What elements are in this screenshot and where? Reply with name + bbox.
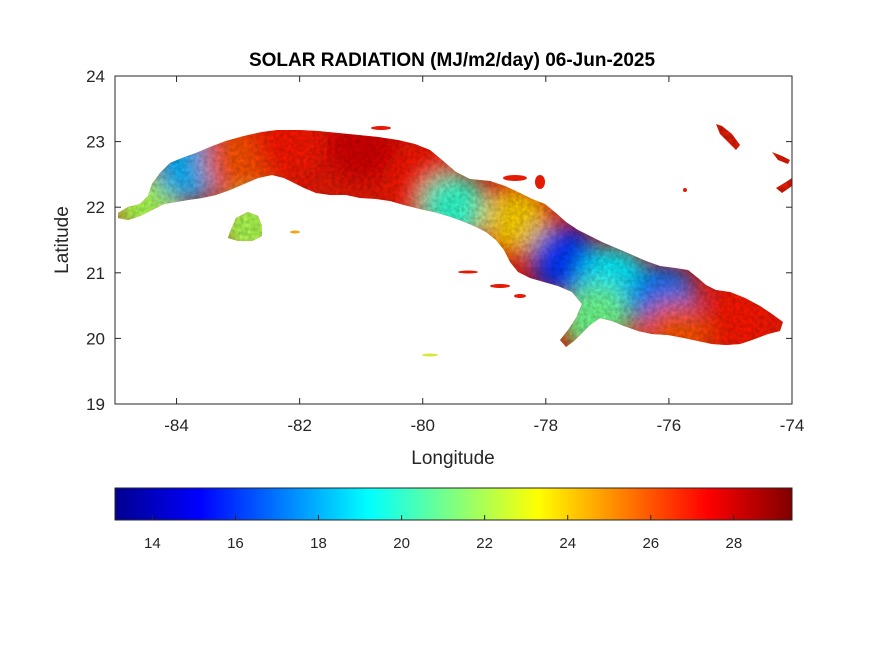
y-tick-label: 20 [86, 329, 105, 348]
cayo-north-2 [503, 175, 527, 181]
y-axis-ticks: 19 20 21 22 23 24 [86, 67, 792, 414]
x-tick-label: -74 [780, 416, 805, 435]
y-tick-label: 22 [86, 198, 105, 217]
y-tick-label: 23 [86, 133, 105, 152]
colorbar-tick-label: 22 [476, 535, 493, 552]
colorbar-ticks: 14 16 18 20 22 24 26 28 [144, 515, 742, 552]
coastal-fragments [290, 126, 687, 357]
colorbar-tick-label: 16 [227, 535, 244, 552]
colorbar-tick-label: 26 [642, 535, 659, 552]
x-tick-label: -76 [657, 416, 682, 435]
x-tick-label: -78 [534, 416, 559, 435]
colorbar-tick-label: 24 [559, 535, 576, 552]
cayo-west-1 [290, 230, 300, 234]
colorbar-tick-label: 28 [726, 535, 743, 552]
cayo-north-1 [371, 126, 391, 130]
cayo-south-2 [490, 284, 510, 288]
x-tick-label: -84 [164, 416, 189, 435]
colorbar-tick-label: 18 [310, 535, 327, 552]
cayo-south-1 [458, 270, 478, 274]
cayo-north-3 [535, 175, 545, 189]
x-tick-label: -80 [410, 416, 435, 435]
axes-background [115, 76, 792, 404]
colorbar-tick-label: 20 [393, 535, 410, 552]
y-tick-label: 19 [86, 395, 105, 414]
cayo-east-1 [683, 188, 687, 192]
chart-title: SOLAR RADIATION (MJ/m2/day) 06-Jun-2025 [249, 50, 656, 71]
cayo-south-4 [422, 353, 438, 357]
plot-area: -84 -82 -80 -78 -76 -74 19 20 21 22 23 24 [86, 67, 804, 435]
colorbar-gradient [114, 487, 793, 521]
y-tick-label: 21 [86, 264, 105, 283]
cayo-south-3 [514, 294, 526, 298]
colorbar-tick-label: 14 [144, 535, 161, 552]
x-axis-ticks: -84 -82 -80 -78 -76 -74 [164, 76, 804, 435]
axes-box [114, 75, 793, 405]
y-axis-label: Latitude [52, 206, 73, 274]
x-tick-label: -82 [287, 416, 312, 435]
y-tick-label: 24 [86, 67, 105, 86]
colorbar: 14 16 18 20 22 24 26 28 [114, 487, 793, 552]
x-axis-label: Longitude [411, 448, 494, 469]
